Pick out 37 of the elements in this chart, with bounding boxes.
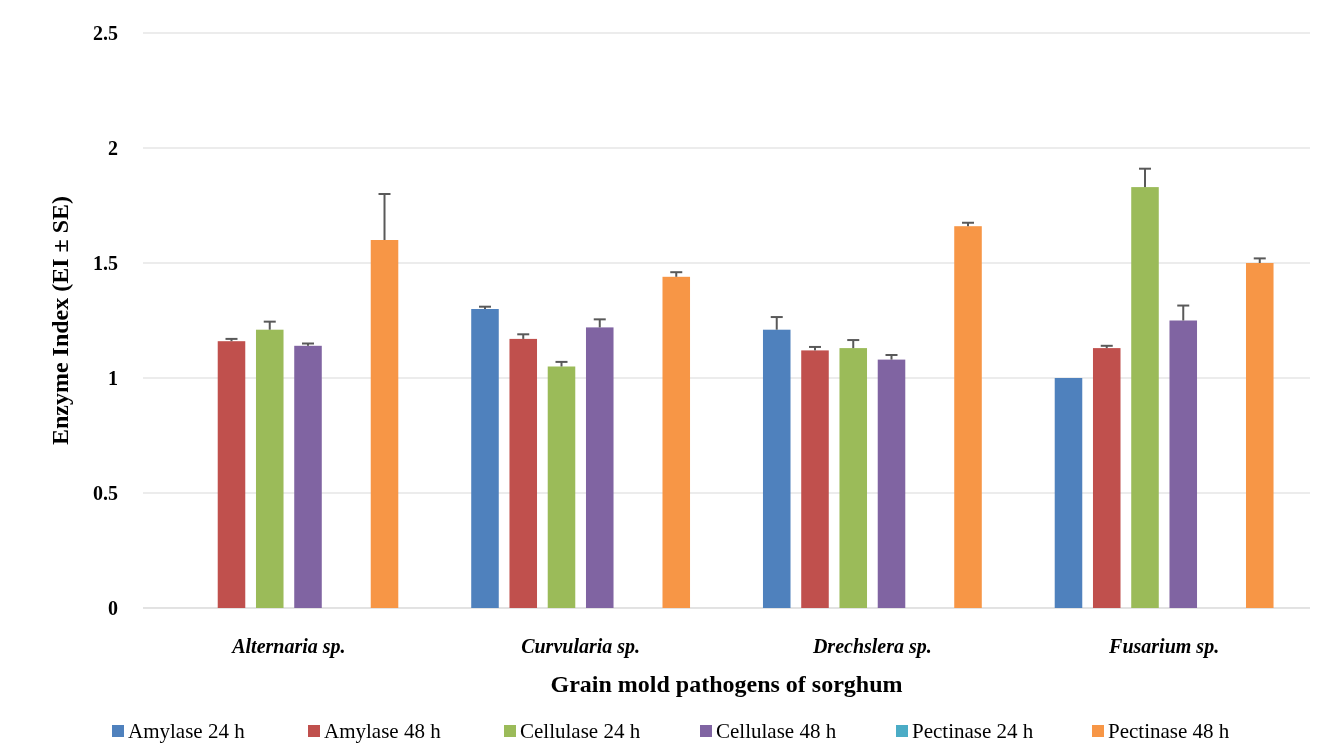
y-tick-label: 2 [108, 137, 118, 159]
x-tick-label: Alternaria sp. [230, 635, 346, 658]
bar [839, 348, 868, 608]
y-tick-label: 1.5 [93, 252, 118, 274]
legend-label: Cellulase 24 h [520, 719, 641, 743]
bar [801, 350, 829, 608]
bar [294, 345, 322, 608]
bar [217, 341, 246, 608]
x-tick-label: Drechslera sp. [811, 635, 932, 658]
bar [877, 359, 906, 608]
legend-label: Pectinase 48 h [1108, 719, 1230, 743]
x-tick-label: Curvularia sp. [521, 635, 641, 658]
legend-label: Cellulase 48 h [716, 719, 837, 743]
y-tick-label: 1 [108, 367, 118, 389]
bar [370, 240, 399, 608]
bar [1092, 348, 1121, 608]
legend-label: Amylase 24 h [128, 719, 246, 743]
legend-label: Amylase 48 h [324, 719, 442, 743]
bar [585, 327, 614, 608]
legend-label: Pectinase 24 h [912, 719, 1034, 743]
x-axis-title: Grain mold pathogens of sorghum [550, 671, 903, 697]
bar [547, 366, 576, 608]
bar [954, 226, 982, 608]
bar [1054, 378, 1083, 608]
y-tick-label: 2.5 [93, 22, 118, 44]
bar [1245, 263, 1274, 608]
y-tick-label: 0.5 [93, 482, 118, 504]
bar [255, 329, 284, 608]
bar [509, 338, 538, 608]
bar [762, 329, 791, 608]
x-tick-label: Fusarium sp. [1108, 635, 1220, 658]
bar [1131, 187, 1159, 608]
y-tick-label: 0 [108, 597, 118, 619]
bar [471, 309, 499, 608]
bar [1169, 320, 1198, 608]
y-axis-title: Enzyme Index (EI ± SE) [47, 195, 73, 446]
bar [662, 276, 691, 608]
